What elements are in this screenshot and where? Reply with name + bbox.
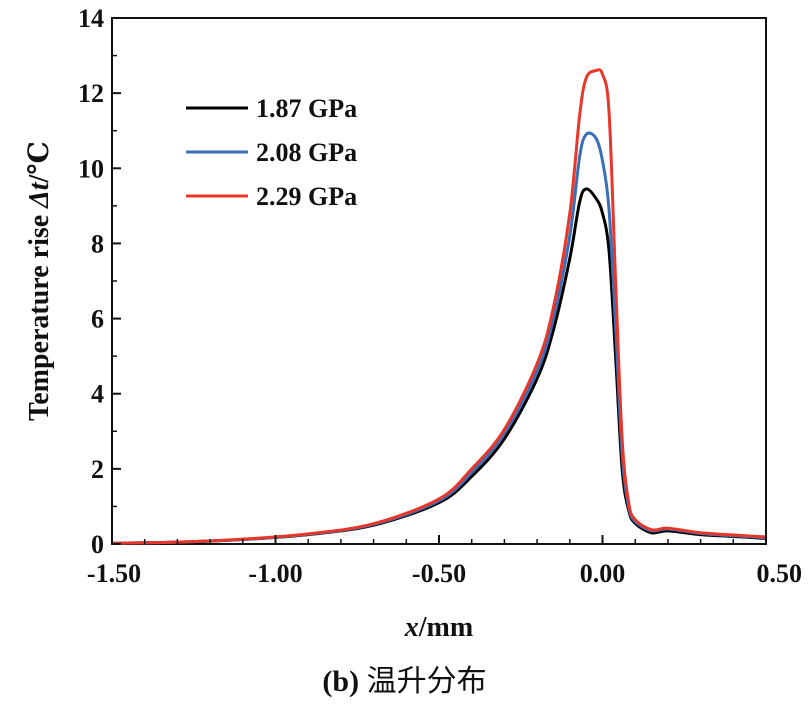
caption-prefix: (b) <box>322 665 360 698</box>
legend-label-2: 2.08 GPa <box>256 138 357 167</box>
series-layer <box>111 68 767 545</box>
y-axis-ticks: 0 2 4 6 8 10 12 14 <box>78 4 121 559</box>
y-tick-label-7: 14 <box>78 4 104 33</box>
plot-frame <box>111 17 767 545</box>
series-line-1 <box>111 187 767 545</box>
legend-entry-3: 2.29 GPa <box>186 182 357 211</box>
series-line-3 <box>111 68 767 545</box>
x-axis-unit: /mm <box>418 612 473 643</box>
y-tick-label-4: 8 <box>91 229 104 258</box>
x-tick-label-4: 0.50 <box>757 559 803 588</box>
y-tick-label-2: 4 <box>91 380 104 409</box>
x-tick-label-2: -0.50 <box>412 559 466 588</box>
x-tick-label-1: -1.00 <box>248 559 302 588</box>
x-axis-variable: x <box>404 612 419 643</box>
figure-caption: (b) 温升分布 <box>0 656 809 700</box>
legend-entry-2: 2.08 GPa <box>186 138 357 167</box>
y-tick-label-6: 12 <box>78 79 104 108</box>
legend-entry-1: 1.87 GPa <box>186 94 357 123</box>
y-tick-label-5: 10 <box>78 154 104 183</box>
x-axis-ticks: -1.50 -1.00 -0.50 0.00 0.50 <box>87 535 802 588</box>
y-axis-text: Temperature rise <box>24 208 55 421</box>
y-tick-label-3: 6 <box>91 305 104 334</box>
caption-text: 温升分布 <box>359 665 487 698</box>
legend-label-1: 1.87 GPa <box>256 94 357 123</box>
x-tick-label-3: 0.00 <box>580 559 626 588</box>
y-axis-variable: Δt <box>24 181 55 209</box>
x-axis-label: x/mm <box>404 612 473 643</box>
x-tick-label-0: -1.50 <box>87 559 141 588</box>
plot-area: 0 2 4 6 8 10 12 14 -1.50 -1.00 -0.50 0.00 0.50 <box>78 4 802 588</box>
legend-label-3: 2.29 GPa <box>256 182 357 211</box>
legend: 1.87 GPa 2.08 GPa 2.29 GPa <box>186 94 357 211</box>
y-tick-label-0: 0 <box>91 530 104 559</box>
y-tick-label-1: 2 <box>91 455 104 484</box>
y-axis-label: Temperature rise Δt/℃ <box>24 141 55 421</box>
y-axis-unit: /℃ <box>24 141 55 183</box>
